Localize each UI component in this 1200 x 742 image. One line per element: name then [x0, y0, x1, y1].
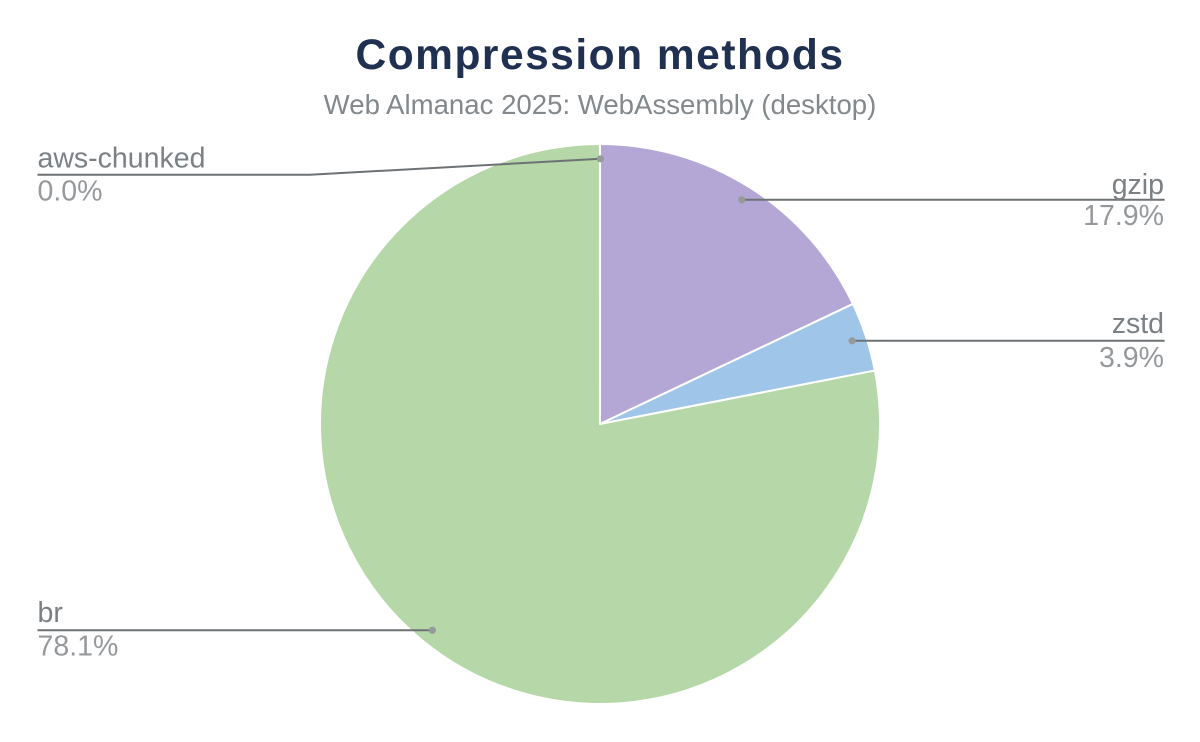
svg-text:Compression methods: Compression methods [356, 32, 845, 79]
svg-text:zstd: zstd [1112, 308, 1164, 340]
svg-text:aws-chunked: aws-chunked [38, 142, 206, 174]
svg-text:3.9%: 3.9% [1099, 342, 1164, 374]
svg-text:gzip: gzip [1112, 169, 1164, 201]
svg-text:78.1%: 78.1% [38, 630, 119, 662]
svg-text:br: br [38, 597, 64, 629]
svg-text:17.9%: 17.9% [1083, 200, 1164, 232]
svg-text:0.0%: 0.0% [38, 175, 103, 207]
svg-text:Web Almanac 2025: WebAssembly: Web Almanac 2025: WebAssembly (desktop) [324, 89, 877, 120]
